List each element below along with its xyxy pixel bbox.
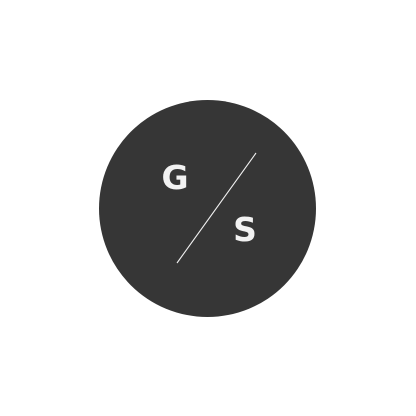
logo-letter-right: S: [233, 210, 257, 249]
logo-divider-slash: [176, 152, 257, 264]
logo-circle: [99, 100, 316, 317]
logo-mark: G S: [99, 100, 316, 317]
logo-letter-left: G: [161, 158, 188, 197]
logo-badge: G S: [99, 100, 316, 317]
